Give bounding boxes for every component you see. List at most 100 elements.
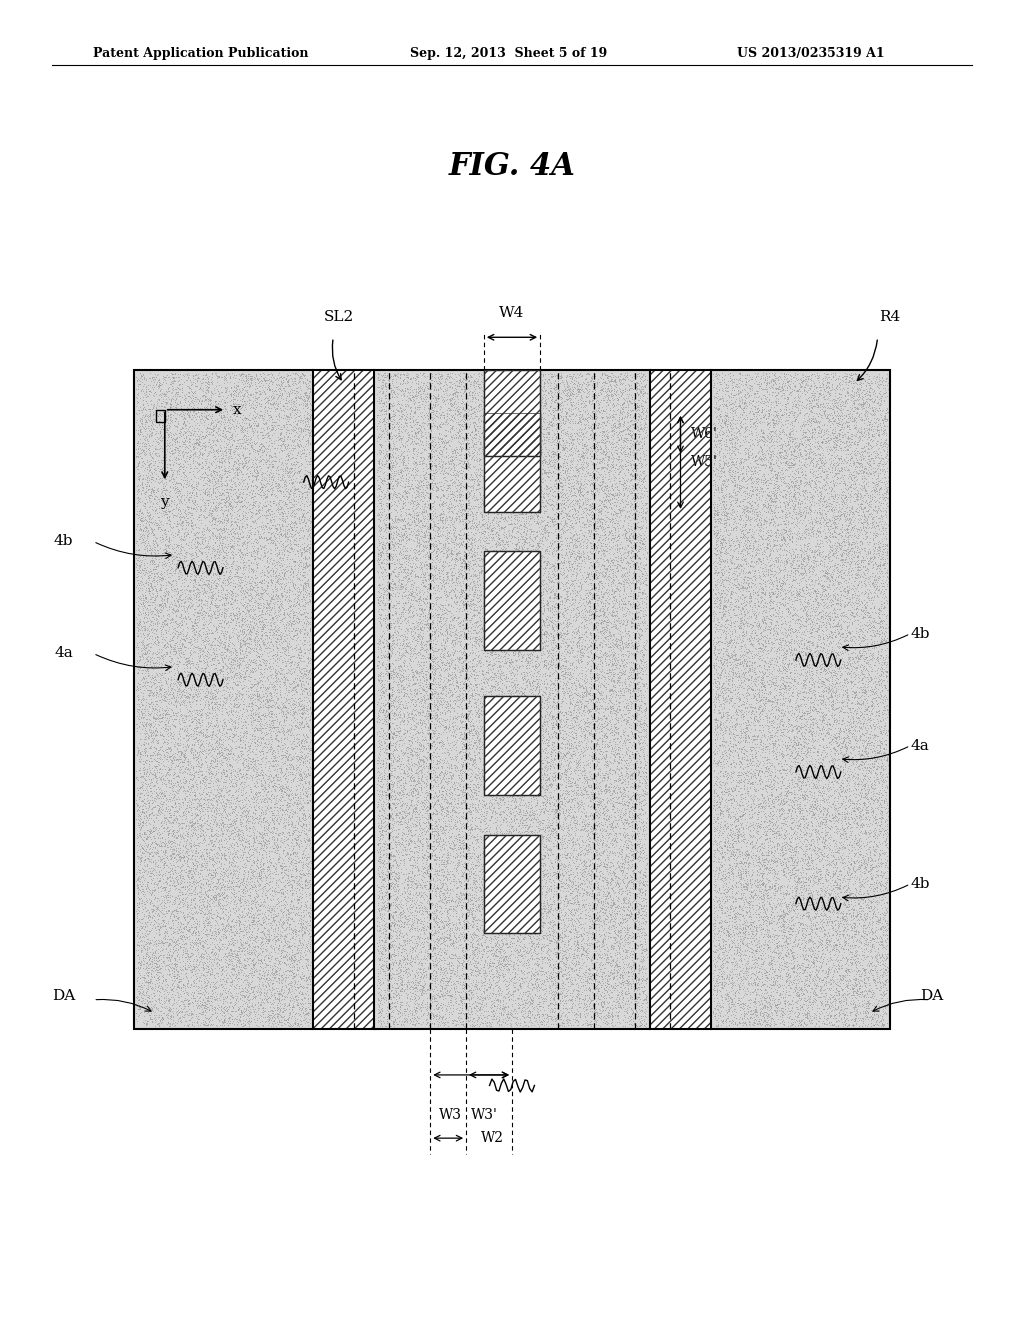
Point <box>722 486 738 507</box>
Point <box>828 799 845 820</box>
Point <box>738 843 755 865</box>
Point <box>724 840 740 861</box>
Point <box>596 840 612 861</box>
Point <box>731 667 748 688</box>
Point <box>422 1006 438 1027</box>
Point <box>803 858 819 879</box>
Point <box>574 858 591 879</box>
Point <box>388 812 404 833</box>
Point <box>544 697 560 718</box>
Point <box>470 585 486 606</box>
Point <box>219 392 236 413</box>
Point <box>590 792 606 813</box>
Point <box>514 968 530 989</box>
Point <box>505 690 521 711</box>
Point <box>581 591 597 612</box>
Point <box>798 570 814 591</box>
Point <box>542 954 558 975</box>
Point <box>861 921 878 942</box>
Point <box>490 397 507 418</box>
Point <box>812 719 828 741</box>
Point <box>392 979 409 1001</box>
Point <box>423 818 439 840</box>
Point <box>168 533 184 554</box>
Point <box>429 519 445 540</box>
Point <box>390 735 407 756</box>
Point <box>471 997 487 1018</box>
Point <box>568 792 585 813</box>
Point <box>541 751 557 772</box>
Point <box>387 507 403 528</box>
Bar <box>313 370 374 1028</box>
Point <box>779 524 796 545</box>
Point <box>416 554 432 576</box>
Point <box>492 533 508 554</box>
Point <box>535 892 551 913</box>
Point <box>518 416 535 437</box>
Point <box>376 867 392 888</box>
Point <box>204 979 220 1001</box>
Point <box>427 764 443 785</box>
Point <box>418 553 434 574</box>
Point <box>269 833 286 854</box>
Point <box>436 898 453 919</box>
Point <box>792 433 808 454</box>
Point <box>604 384 621 405</box>
Point <box>758 376 774 397</box>
Point <box>477 729 494 750</box>
Point <box>226 796 243 817</box>
Point <box>178 437 195 458</box>
Point <box>142 399 159 420</box>
Point <box>535 949 551 970</box>
Point <box>229 982 246 1003</box>
Point <box>757 995 773 1016</box>
Point <box>215 657 231 678</box>
Point <box>476 833 493 854</box>
Point <box>372 546 388 568</box>
Point <box>869 598 886 619</box>
Point <box>433 412 450 433</box>
Point <box>461 743 477 764</box>
Point <box>383 800 399 821</box>
Point <box>210 965 226 986</box>
Point <box>273 924 290 945</box>
Point <box>777 840 794 861</box>
Point <box>844 503 860 524</box>
Point <box>584 730 600 751</box>
Point <box>547 997 563 1018</box>
Point <box>607 647 624 668</box>
Point <box>218 964 234 985</box>
Point <box>398 843 415 865</box>
Point <box>874 639 891 660</box>
Point <box>209 429 225 450</box>
Point <box>636 524 652 545</box>
Point <box>618 764 635 785</box>
Point <box>182 961 199 982</box>
Point <box>769 772 785 793</box>
Point <box>538 684 554 705</box>
Point <box>163 574 179 595</box>
Point <box>554 593 570 614</box>
Point <box>857 392 873 413</box>
Point <box>512 471 528 492</box>
Point <box>870 519 887 540</box>
Point <box>626 659 642 680</box>
Point <box>489 524 506 545</box>
Point <box>185 956 202 977</box>
Point <box>460 933 476 954</box>
Point <box>591 904 607 925</box>
Point <box>467 635 483 656</box>
Point <box>401 849 418 870</box>
Point <box>599 548 615 569</box>
Point <box>137 833 154 854</box>
Point <box>804 611 820 632</box>
Point <box>373 436 389 457</box>
Point <box>132 743 148 764</box>
Point <box>845 411 861 432</box>
Point <box>535 752 551 774</box>
Point <box>545 739 561 760</box>
Point <box>635 601 651 622</box>
Point <box>502 445 518 466</box>
Point <box>616 496 633 517</box>
Point <box>390 894 407 915</box>
